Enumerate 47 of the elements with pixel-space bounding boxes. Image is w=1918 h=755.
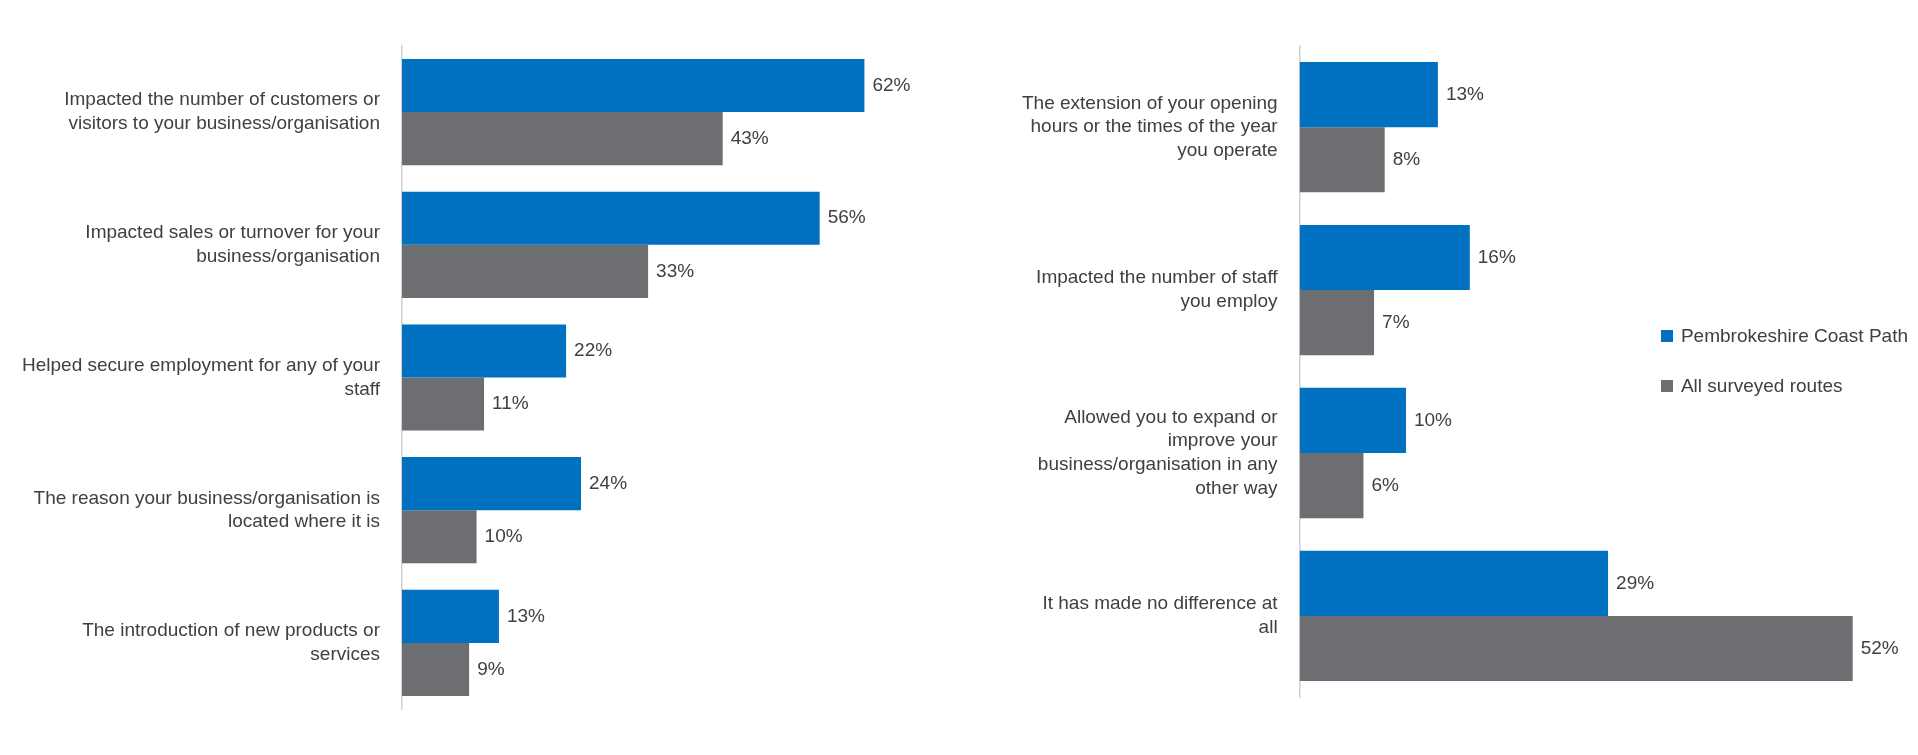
data-label: 7%: [1382, 310, 1410, 332]
y-tick-label: Impacted the number of customers or visitors to your business/organisation: [64, 88, 381, 134]
data-label: 6%: [1371, 473, 1399, 495]
data-label: 29%: [1616, 571, 1655, 593]
bar: [402, 59, 865, 113]
y-tick-label: The reason your business/organisation is located where it is: [33, 486, 381, 532]
data-label: 62%: [872, 73, 911, 95]
legend-label: All surveyed routes: [1680, 375, 1843, 397]
bar: [402, 191, 820, 245]
data-label: 43%: [730, 126, 769, 148]
bar: [1299, 127, 1385, 193]
bar: [1299, 615, 1853, 682]
data-label: 52%: [1860, 636, 1899, 658]
y-tick-label: The extension of your opening hours or the times of the year you operate: [1021, 91, 1279, 161]
bar: [402, 642, 470, 696]
data-label: 9%: [477, 657, 505, 679]
y-tick-label: Impacted sales or turnover for your business/organisation: [85, 221, 381, 266]
bar: [402, 244, 649, 298]
y-tick-label: Helped secure employment for any of your staff: [22, 353, 381, 399]
bar: [1299, 387, 1406, 454]
data-label: 8%: [1392, 148, 1421, 170]
bar: [402, 324, 567, 378]
data-label: 10%: [1413, 408, 1453, 430]
data-label: 13%: [506, 604, 546, 626]
y-tick-label: Impacted the number of staff you employ: [1036, 266, 1279, 312]
bar: [1299, 224, 1470, 291]
legend-label: Pembrokeshire Coast Path: [1680, 325, 1908, 347]
bar: [402, 510, 477, 564]
bar: [402, 112, 723, 166]
data-label: 24%: [589, 471, 628, 493]
y-tick-label: Allowed you to expand or improve your business/organisation in any other way: [1037, 405, 1279, 498]
bar: [1299, 550, 1609, 616]
data-label: 22%: [574, 339, 613, 361]
y-tick-label: It has made no difference at all: [1042, 592, 1279, 638]
bar: [1299, 62, 1438, 128]
y-tick-label: The introduction of new products or services: [82, 619, 381, 665]
data-label: 56%: [827, 206, 866, 228]
bar: [1299, 453, 1364, 519]
data-label: 10%: [484, 524, 523, 546]
data-label: 16%: [1477, 245, 1516, 267]
bar: [402, 377, 485, 431]
data-label: 11%: [492, 392, 529, 414]
bar: [1299, 290, 1375, 356]
data-label: 13%: [1445, 82, 1485, 104]
data-label: 33%: [656, 259, 695, 281]
bar: [402, 589, 499, 643]
bar: [402, 457, 581, 511]
